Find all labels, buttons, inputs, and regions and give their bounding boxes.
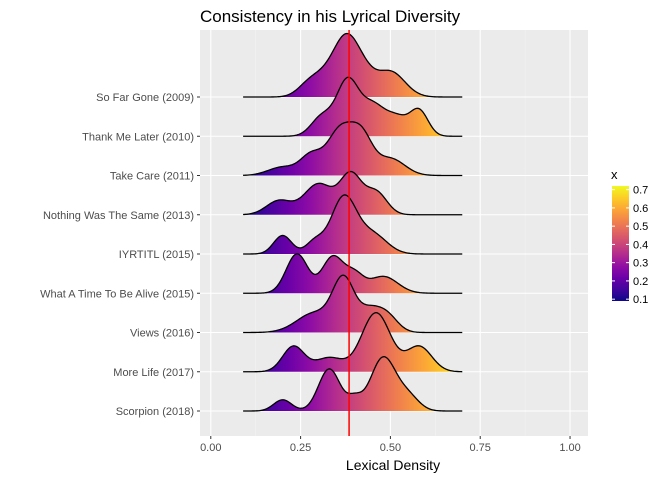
legend-tick-label: 0.2 (633, 276, 648, 288)
ridge-outline (243, 76, 463, 137)
ridge-scorpion-2018 (243, 356, 463, 412)
legend-title: x (611, 167, 618, 182)
legend-tick-label: 0.1 (633, 294, 648, 306)
ridge-more-life-2017 (243, 311, 463, 373)
ridge-fill (243, 356, 463, 411)
y-axis-ticks: So Far Gone (2009) Thank Me Later (2010) T… (40, 92, 200, 418)
x-axis-label: Lexical Density (346, 457, 440, 473)
x-tick-label: 0.75 (470, 442, 491, 454)
ridge-outline (243, 253, 463, 294)
color-legend: x 0.1 0.2 0.3 0.4 0.5 0.6 0.7 (611, 167, 648, 306)
ridge-fill (243, 194, 463, 254)
ridge-fill (243, 253, 463, 294)
y-tick-label: Scorpion (2018) (116, 406, 194, 418)
ridge-nothing-was-the-same-2013 (243, 170, 463, 216)
legend-tick-label: 0.4 (633, 239, 648, 251)
legend-tick-label: 0.7 (633, 185, 648, 197)
y-tick-label: Views (2016) (130, 328, 194, 340)
legend-tick-label: 0.3 (633, 258, 648, 270)
x-tick-label: 0.00 (200, 442, 221, 454)
ridge-take-care-2011 (243, 121, 463, 177)
y-tick-label: What A Time To Be Alive (2015) (40, 288, 194, 300)
ridge-so-far-gone-2009 (243, 32, 463, 98)
ridge-outline (243, 194, 463, 255)
ridge-fill (243, 275, 463, 333)
x-tick-label: 0.50 (380, 442, 401, 454)
ridge-what-a-time-to-be-alive-2015 (243, 253, 463, 294)
y-tick-label: More Life (2017) (113, 367, 194, 379)
legend-colorbar (612, 186, 629, 301)
ridge-outline (243, 311, 463, 373)
ridge-fill (243, 33, 463, 97)
ridge-outline (243, 356, 463, 412)
x-tick-label: 1.00 (559, 442, 580, 454)
ridge-thank-me-later-2010 (243, 76, 463, 137)
ridge-fill (243, 171, 463, 215)
legend-tick-label: 0.5 (633, 221, 648, 233)
ridge-iyrtitl-2015 (243, 194, 463, 255)
y-tick-label: IYRTITL (2015) (119, 249, 194, 261)
y-tick-label: Nothing Was The Same (2013) (43, 210, 194, 222)
x-axis-ticks: 0.00 0.25 0.50 0.75 1.00 (200, 436, 581, 454)
ridge-outline (243, 274, 463, 334)
legend-tick-label: 0.6 (633, 203, 648, 215)
ridge-outline (243, 32, 463, 98)
ridge-fill (243, 77, 463, 137)
chart-title: Consistency in his Lyrical Diversity (200, 7, 461, 26)
ridge-outline (243, 170, 463, 216)
y-tick-label: Thank Me Later (2010) (82, 131, 194, 143)
y-tick-label: Take Care (2011) (110, 171, 194, 183)
ridge-views-2016 (243, 274, 463, 334)
ridge-outline (243, 121, 463, 177)
x-tick-label: 0.25 (290, 442, 311, 454)
y-tick-label: So Far Gone (2009) (96, 92, 194, 104)
density-ridges (243, 32, 463, 412)
ridge-fill (243, 312, 463, 372)
